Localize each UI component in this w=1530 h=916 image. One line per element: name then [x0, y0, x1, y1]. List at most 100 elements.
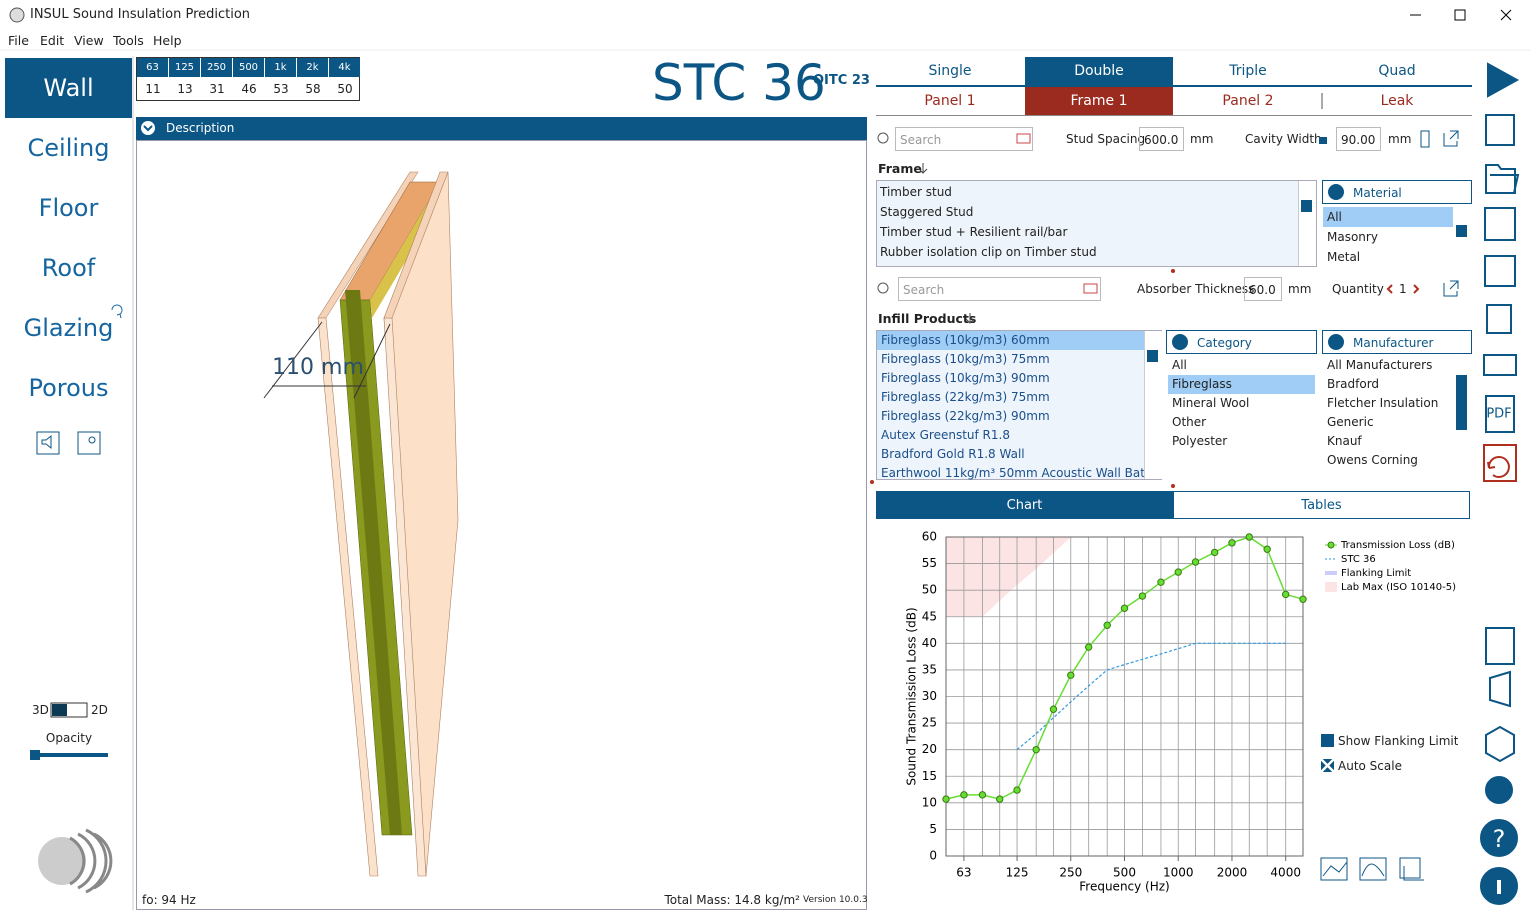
- nav-item[interactable]: Porous: [28, 374, 109, 402]
- oitc-rating: OITC 23: [813, 73, 870, 88]
- nav-item[interactable]: Roof: [41, 254, 96, 282]
- stud-spacing-input[interactable]: 600.0: [1139, 127, 1184, 151]
- result-tab[interactable]: Tables: [1173, 491, 1470, 519]
- close-button[interactable]: [1500, 9, 1512, 21]
- category-item[interactable]: Polyester: [1172, 434, 1228, 448]
- infill-item[interactable]: Fibreglass (10kg/m3) 75mm: [881, 352, 1050, 366]
- nav-item[interactable]: Ceiling: [27, 134, 110, 162]
- calculator-button[interactable]: [1485, 627, 1515, 665]
- menu-item[interactable]: Tools: [113, 33, 144, 48]
- view-toggle-knob: [52, 704, 67, 716]
- construction-tab[interactable]: Quad: [1378, 63, 1416, 79]
- chart-option[interactable]: [1359, 857, 1387, 881]
- description-toggle[interactable]: [141, 121, 155, 135]
- category-item[interactable]: Mineral Wool: [1172, 396, 1250, 410]
- category-item[interactable]: Fibreglass: [1168, 375, 1315, 394]
- search-box[interactable]: Search: [898, 277, 1101, 301]
- chart-option[interactable]: [1399, 857, 1424, 881]
- settings-button[interactable]: [1485, 776, 1513, 804]
- manufacturer-item[interactable]: Fletcher Insulation: [1327, 396, 1439, 410]
- reset-button[interactable]: [1483, 444, 1517, 482]
- material-item[interactable]: Metal: [1327, 250, 1361, 264]
- category-item[interactable]: Other: [1172, 415, 1207, 429]
- clear-search[interactable]: [1016, 133, 1031, 144]
- sound-icon[interactable]: [36, 431, 60, 455]
- edit-button[interactable]: [1485, 114, 1515, 146]
- option-label[interactable]: Show Flanking Limit: [1338, 734, 1459, 748]
- nav-item[interactable]: Glazing: [23, 314, 114, 342]
- quantity-stepper[interactable]: [1386, 284, 1420, 294]
- run-button[interactable]: [1487, 62, 1520, 98]
- list-title[interactable]: Frame: [878, 161, 922, 176]
- infill-item[interactable]: Bradford Gold R1.8 Wall: [881, 447, 1025, 461]
- cavity-width-input[interactable]: 90.00: [1336, 127, 1381, 151]
- infill-item[interactable]: Fibreglass (10kg/m3) 60mm: [877, 331, 1144, 350]
- infill-item[interactable]: Autex Greenstuf R1.8: [881, 428, 1010, 442]
- category-item[interactable]: All: [1172, 358, 1187, 372]
- menu-item[interactable]: File: [8, 33, 29, 48]
- thickness-input[interactable]: 60.0: [1244, 277, 1282, 301]
- frame-item[interactable]: Timber stud + Resilient rail/bar: [880, 225, 1068, 239]
- save-button[interactable]: [1484, 207, 1516, 241]
- list-title[interactable]: Infill Products: [878, 311, 977, 326]
- splitter[interactable]: [1171, 269, 1175, 273]
- export-button[interactable]: [1484, 255, 1516, 287]
- manufacturer-item[interactable]: All Manufacturers: [1327, 358, 1433, 372]
- infill-item[interactable]: Fibreglass (22kg/m3) 90mm: [881, 409, 1050, 423]
- box-button[interactable]: [1485, 725, 1515, 763]
- maximize-button[interactable]: [1454, 9, 1466, 21]
- frame-item[interactable]: Staggered Stud: [880, 205, 974, 219]
- manufacturer-item[interactable]: Owens Corning: [1327, 453, 1418, 467]
- splitter[interactable]: [1171, 484, 1175, 488]
- result-tab[interactable]: Chart: [876, 491, 1173, 519]
- sort-icon[interactable]: [965, 313, 975, 324]
- menu-item[interactable]: View: [74, 33, 104, 48]
- layer-tab[interactable]: Panel 1: [924, 93, 976, 109]
- glazing-refresh-icon[interactable]: [111, 304, 123, 319]
- frame-item[interactable]: Rubber isolation clip on Timber stud: [880, 245, 1097, 259]
- manufacturer-header[interactable]: Manufacturer: [1322, 330, 1472, 354]
- popout-icon[interactable]: [1443, 280, 1459, 297]
- material-item[interactable]: Masonry: [1327, 230, 1378, 244]
- construction-tab[interactable]: Double: [1025, 57, 1173, 85]
- manufacturer-item[interactable]: Generic: [1327, 415, 1374, 429]
- open-button[interactable]: [1485, 164, 1520, 194]
- sort-icon[interactable]: [918, 163, 928, 174]
- material-header[interactable]: Material: [1322, 180, 1472, 204]
- material-item[interactable]: All: [1323, 207, 1453, 227]
- layer-tab[interactable]: Leak: [1380, 93, 1414, 109]
- manufacturer-item[interactable]: Knauf: [1327, 434, 1362, 448]
- cavity-icon[interactable]: [1420, 130, 1430, 148]
- category-header[interactable]: Category: [1166, 330, 1317, 354]
- option-label[interactable]: Auto Scale: [1338, 759, 1402, 773]
- listener-icon[interactable]: [77, 431, 101, 455]
- opacity-thumb[interactable]: [30, 750, 40, 760]
- nav-item[interactable]: Floor: [38, 194, 99, 222]
- lock-icon[interactable]: [1319, 137, 1327, 144]
- infill-item[interactable]: Fibreglass (10kg/m3) 90mm: [881, 371, 1050, 385]
- description-bar[interactable]: Description: [136, 117, 867, 140]
- chart-option[interactable]: [1320, 857, 1348, 881]
- help-button[interactable]: [1480, 819, 1518, 857]
- search-box[interactable]: Search: [895, 127, 1033, 151]
- pdf-button[interactable]: [1485, 395, 1515, 433]
- popout-icon[interactable]: [1443, 130, 1459, 147]
- construction-tab[interactable]: Single: [928, 63, 972, 79]
- nav-item[interactable]: Wall: [5, 58, 132, 118]
- layer-tab[interactable]: Panel 2: [1222, 93, 1274, 109]
- menu-item[interactable]: Help: [153, 33, 182, 48]
- frame-item[interactable]: Timber stud: [880, 185, 952, 199]
- clear-search[interactable]: [1083, 283, 1098, 294]
- room-button[interactable]: [1489, 670, 1511, 708]
- splitter[interactable]: [870, 480, 874, 484]
- layer-tab[interactable]: Frame 1: [1025, 87, 1173, 115]
- infill-item[interactable]: Fibreglass (22kg/m3) 75mm: [881, 390, 1050, 404]
- copy-button[interactable]: [1486, 304, 1512, 334]
- construction-tab[interactable]: Triple: [1229, 63, 1267, 79]
- menu-item[interactable]: Edit: [40, 33, 65, 48]
- print-button[interactable]: [1483, 354, 1517, 376]
- legend-label: STC 36: [1341, 554, 1376, 565]
- manufacturer-item[interactable]: Bradford: [1327, 377, 1380, 391]
- checkbox[interactable]: [1321, 734, 1334, 747]
- infill-item[interactable]: Earthwool 11kg/m³ 50mm Acoustic Wall Bat…: [881, 466, 1144, 480]
